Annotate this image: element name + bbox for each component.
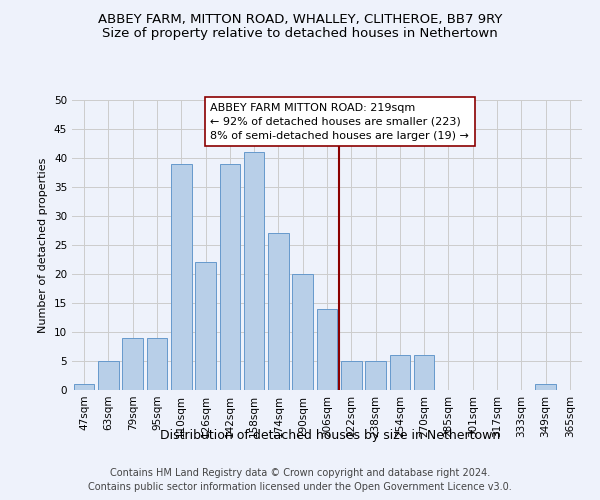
Bar [146, 338, 167, 390]
Text: Contains HM Land Registry data © Crown copyright and database right 2024.: Contains HM Land Registry data © Crown c… [110, 468, 490, 477]
Bar [268, 234, 289, 390]
Bar [98, 361, 119, 390]
Bar [414, 355, 434, 390]
Y-axis label: Number of detached properties: Number of detached properties [38, 158, 49, 332]
Bar [74, 384, 94, 390]
Bar [244, 152, 265, 390]
Text: Size of property relative to detached houses in Nethertown: Size of property relative to detached ho… [102, 28, 498, 40]
Bar [122, 338, 143, 390]
Bar [365, 361, 386, 390]
Bar [171, 164, 191, 390]
Text: ABBEY FARM, MITTON ROAD, WHALLEY, CLITHEROE, BB7 9RY: ABBEY FARM, MITTON ROAD, WHALLEY, CLITHE… [98, 12, 502, 26]
Text: Distribution of detached houses by size in Nethertown: Distribution of detached houses by size … [160, 428, 500, 442]
Text: Contains public sector information licensed under the Open Government Licence v3: Contains public sector information licen… [88, 482, 512, 492]
Bar [292, 274, 313, 390]
Bar [389, 355, 410, 390]
Bar [220, 164, 240, 390]
Bar [195, 262, 216, 390]
Bar [341, 361, 362, 390]
Text: ABBEY FARM MITTON ROAD: 219sqm
← 92% of detached houses are smaller (223)
8% of : ABBEY FARM MITTON ROAD: 219sqm ← 92% of … [211, 103, 469, 141]
Bar [535, 384, 556, 390]
Bar [317, 309, 337, 390]
